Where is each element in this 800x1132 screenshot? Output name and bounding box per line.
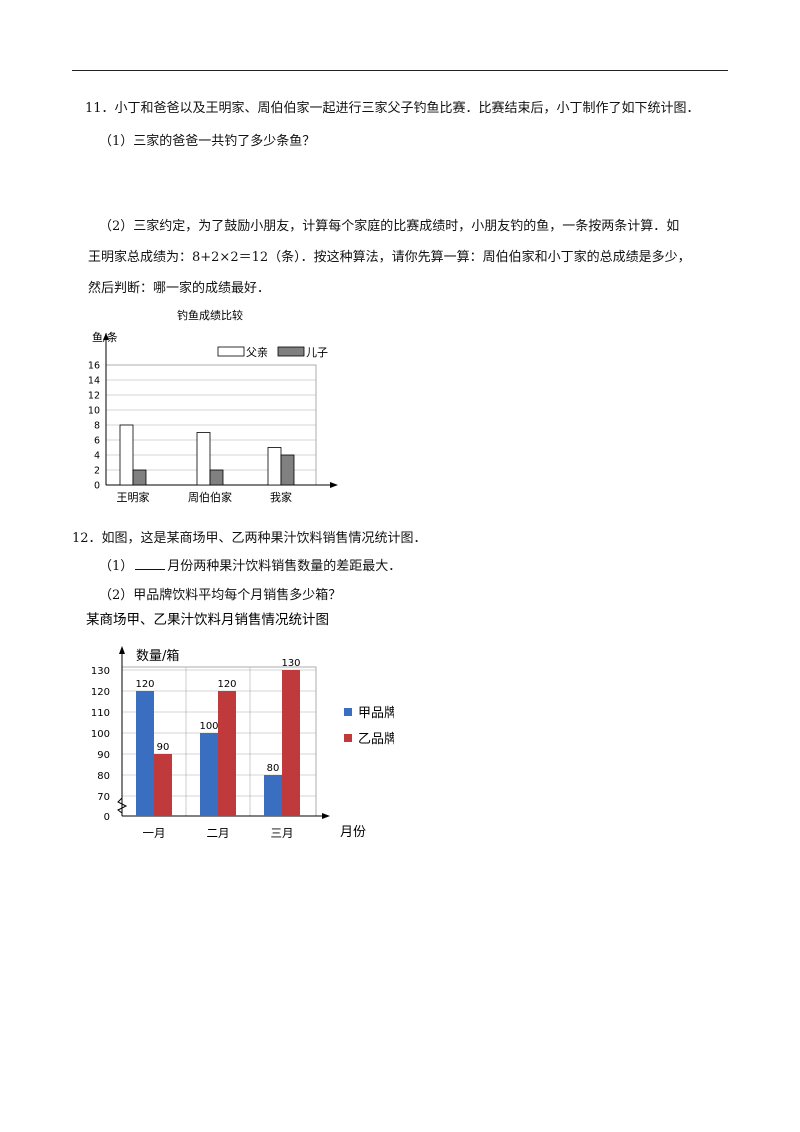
legend-swatch	[217, 346, 245, 357]
q11-part1: （1）三家的爸爸一共钓了多少条鱼？	[99, 134, 316, 149]
y-axis-label: 数量/箱	[136, 648, 179, 664]
chart-title: 钓鱼成绩比较	[177, 308, 243, 322]
y-tick-label: 10	[88, 406, 100, 417]
data-label: 80	[267, 763, 280, 774]
y-axis-arrow	[119, 646, 125, 654]
bar	[282, 670, 300, 816]
q12-part1: （1） 月份两种果汁饮料销售数量的差距最大．	[99, 557, 401, 575]
legend-label: 乙品牌	[358, 731, 394, 747]
y-tick-label: 2	[94, 466, 100, 477]
data-label: 120	[217, 679, 236, 690]
bar	[136, 691, 154, 816]
legend-label: 父亲	[246, 345, 268, 359]
y-tick-label: 0	[94, 481, 100, 492]
data-label: 130	[281, 658, 300, 669]
q11-part2-line2: 王明家总成绩为：8+2×2＝12（条）．按这种算法，请你先算一算：周伯伯家和小丁…	[88, 250, 691, 265]
q11-part2-line1: （2）三家约定，为了鼓励小朋友，计算每个家庭的比赛成绩时，小朋友钓的鱼，一条按两…	[99, 219, 680, 234]
y-tick-label: 90	[97, 750, 110, 761]
x-tick-label: 一月	[143, 826, 166, 840]
y-tick-label: 8	[94, 421, 100, 432]
legend-label: 儿子	[306, 346, 328, 359]
x-axis-arrow	[322, 813, 330, 819]
bar	[280, 454, 295, 486]
y-tick-label: 0	[104, 812, 110, 823]
legend-swatch	[344, 708, 352, 716]
legend-label: 甲品牌	[358, 705, 394, 721]
q12-part1-prefix: （1）	[99, 559, 134, 574]
bar	[119, 424, 134, 486]
y-tick-label: 16	[88, 361, 100, 372]
q12-part1-suffix: 月份两种果汁饮料销售数量的差距最大．	[167, 559, 402, 574]
y-tick-label: 4	[94, 451, 100, 462]
bar	[132, 469, 147, 486]
bar	[264, 775, 282, 816]
axis-break-icon	[117, 797, 128, 814]
data-label: 120	[135, 679, 154, 690]
y-tick-label: 6	[94, 436, 100, 447]
x-axis-arrow	[330, 482, 338, 488]
legend-swatch	[344, 734, 352, 742]
bar	[154, 754, 172, 816]
data-label: 100	[199, 721, 218, 732]
x-tick-label: 二月	[207, 826, 230, 840]
y-tick-label: 70	[97, 792, 110, 803]
y-tick-label: 110	[91, 708, 110, 719]
y-tick-label: 130	[91, 666, 110, 677]
q12-part2: （2）甲品牌饮料平均每个月销售多少箱？	[99, 588, 342, 603]
data-label: 90	[157, 742, 170, 753]
bar	[200, 733, 218, 816]
chart-title: 某商场甲、乙果汁饮料月销售情况统计图	[86, 612, 329, 628]
y-tick-label: 100	[91, 729, 110, 740]
y-tick-label: 80	[97, 771, 110, 782]
answer-blank	[135, 557, 166, 570]
x-axis-label: 月份	[340, 825, 366, 840]
fishing-chart: 钓鱼成绩比较鱼/条0246810121416父亲儿子王明家周伯伯家我家	[88, 308, 338, 504]
x-tick-label: 周伯伯家	[188, 490, 232, 504]
header-rule	[72, 70, 728, 71]
bar	[218, 691, 236, 816]
q11-intro: 11．小丁和爸爸以及王明家、周伯伯家一起进行三家父子钓鱼比赛．比赛结束后，小丁制…	[85, 101, 700, 116]
x-tick-label: 王明家	[117, 490, 150, 504]
bar	[196, 432, 211, 486]
y-tick-label: 14	[88, 376, 100, 387]
q12-intro: 12．如图，这是某商场甲、乙两种果汁饮料销售情况统计图．	[72, 531, 427, 546]
bar	[209, 469, 224, 486]
y-tick-label: 12	[88, 391, 100, 402]
x-tick-label: 我家	[270, 490, 292, 504]
y-axis-arrow	[103, 333, 109, 340]
bar	[267, 447, 282, 486]
x-tick-label: 三月	[271, 826, 294, 840]
q11-part2-line3: 然后判断：哪一家的成绩最好．	[88, 281, 271, 296]
y-tick-label: 120	[91, 687, 110, 698]
legend-swatch	[277, 346, 305, 357]
